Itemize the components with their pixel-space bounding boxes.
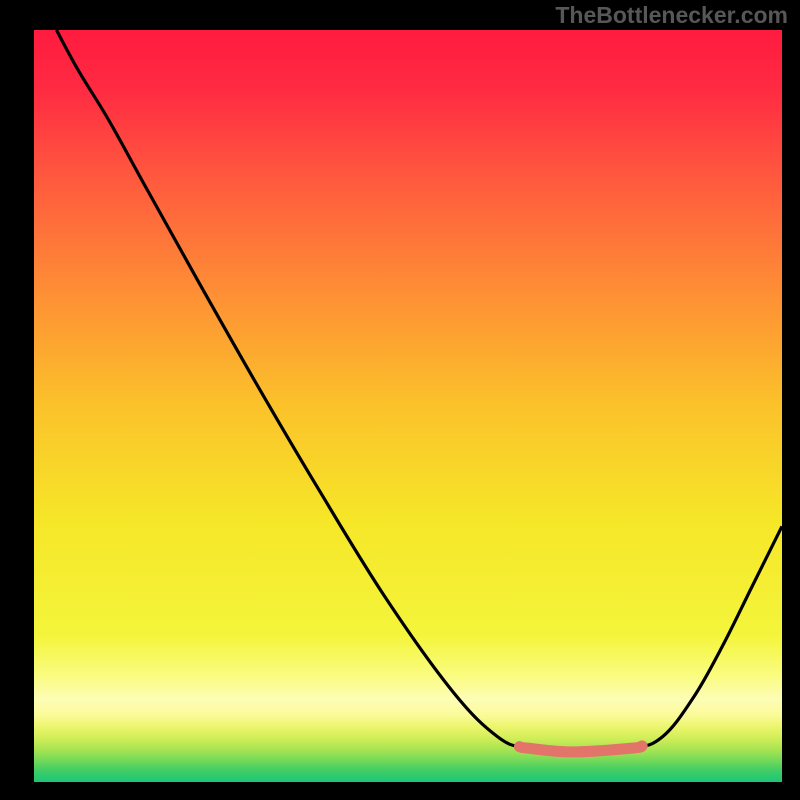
watermark-text: TheBottlenecker.com (555, 2, 788, 29)
chart-container: TheBottlenecker.com (0, 0, 800, 800)
plot-area (34, 30, 782, 782)
bottleneck-curve (34, 30, 782, 782)
flat-segment-path (519, 746, 642, 752)
curve-path (56, 30, 782, 752)
plot-frame (34, 30, 782, 782)
